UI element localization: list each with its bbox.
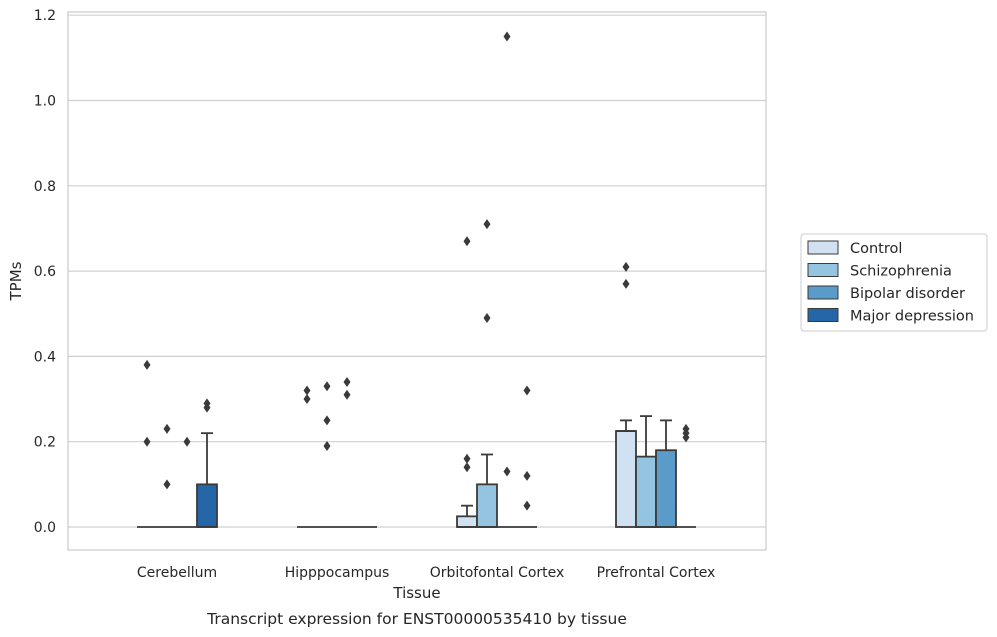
legend-swatch bbox=[807, 240, 839, 255]
y-tick-label: 1.2 bbox=[34, 8, 56, 24]
y-tick-label: 0.8 bbox=[34, 179, 56, 195]
outlier-point bbox=[503, 466, 511, 477]
box-group bbox=[615, 261, 637, 528]
box-group bbox=[476, 219, 498, 528]
outlier-point bbox=[143, 436, 151, 447]
outlier-point bbox=[523, 470, 531, 481]
legend-label: Schizophrenia bbox=[850, 264, 952, 280]
legend: Control Schizophrenia Bipolar disorder Majo… bbox=[800, 233, 988, 332]
box bbox=[655, 449, 677, 528]
legend-swatch bbox=[807, 263, 839, 277]
y-tick-label: 0.6 bbox=[34, 264, 56, 280]
y-tick-label: 1.0 bbox=[34, 94, 56, 110]
outlier-point bbox=[523, 500, 531, 511]
outlier-point bbox=[622, 278, 630, 289]
legend-label: Major depression bbox=[850, 309, 974, 325]
x-axis-label: Tissue bbox=[392, 584, 440, 602]
legend-label: Control bbox=[850, 241, 902, 257]
outlier-point bbox=[463, 462, 471, 473]
x-tick-label: Prefrontal Cortex bbox=[597, 565, 716, 581]
outlier-point bbox=[303, 385, 311, 396]
y-tick-label: 0.4 bbox=[34, 349, 56, 365]
outlier-point bbox=[463, 453, 471, 464]
box-group bbox=[676, 423, 696, 528]
outlier-point bbox=[303, 394, 311, 405]
outlier-point bbox=[343, 376, 351, 387]
box-group bbox=[196, 398, 218, 528]
outlier-point bbox=[483, 313, 491, 324]
outlier-point bbox=[463, 236, 471, 247]
outlier-point bbox=[503, 31, 511, 42]
outlier-point bbox=[143, 359, 151, 370]
outlier-point bbox=[622, 261, 630, 272]
outlier-point bbox=[323, 415, 331, 426]
box-group bbox=[337, 376, 357, 528]
legend-frame bbox=[800, 233, 988, 332]
plot-area-frame bbox=[67, 11, 767, 551]
box bbox=[635, 455, 657, 528]
legend-label: Bipolar disorder bbox=[850, 286, 965, 302]
outlier-point bbox=[483, 219, 491, 230]
y-tick-label: 0.0 bbox=[34, 520, 56, 536]
outlier-point bbox=[682, 432, 690, 443]
legend-swatch bbox=[807, 308, 839, 322]
box-group bbox=[655, 419, 677, 528]
outlier-point bbox=[323, 440, 331, 451]
outlier-point bbox=[203, 402, 211, 413]
outlier-point bbox=[523, 385, 531, 396]
box bbox=[615, 430, 637, 528]
y-axis-label: TPMs bbox=[7, 261, 25, 301]
outlier-point bbox=[163, 423, 171, 434]
box-group bbox=[497, 31, 517, 528]
x-tick-label: Orbitofontal Cortex bbox=[430, 565, 565, 581]
x-tick-label: Cerebellum bbox=[137, 565, 217, 581]
box-group bbox=[517, 385, 537, 528]
box-group bbox=[635, 415, 657, 528]
x-tick-label: Hipppocampus bbox=[285, 565, 390, 581]
box-group bbox=[456, 236, 478, 528]
box bbox=[196, 483, 218, 528]
box-plot-marks bbox=[137, 31, 696, 528]
y-axis-ticks: 0.0 0.2 0.4 0.6 0.8 1.0 1.2 bbox=[34, 8, 56, 536]
box-group bbox=[317, 381, 337, 528]
outlier-point bbox=[343, 389, 351, 400]
outlier-point bbox=[183, 436, 191, 447]
outlier-point bbox=[163, 479, 171, 490]
box-group bbox=[177, 436, 197, 528]
x-axis-ticks: Cerebellum Hipppocampus Orbitofontal Corte… bbox=[137, 565, 715, 581]
chart-caption: Transcript expression for ENST0000053541… bbox=[206, 610, 627, 628]
outlier-point bbox=[323, 381, 331, 392]
box-group bbox=[157, 423, 177, 528]
legend-swatch bbox=[807, 285, 839, 300]
box-group bbox=[297, 385, 317, 528]
box bbox=[476, 483, 498, 528]
y-tick-label: 0.2 bbox=[34, 435, 56, 451]
box bbox=[456, 515, 478, 528]
box-group bbox=[137, 359, 157, 528]
